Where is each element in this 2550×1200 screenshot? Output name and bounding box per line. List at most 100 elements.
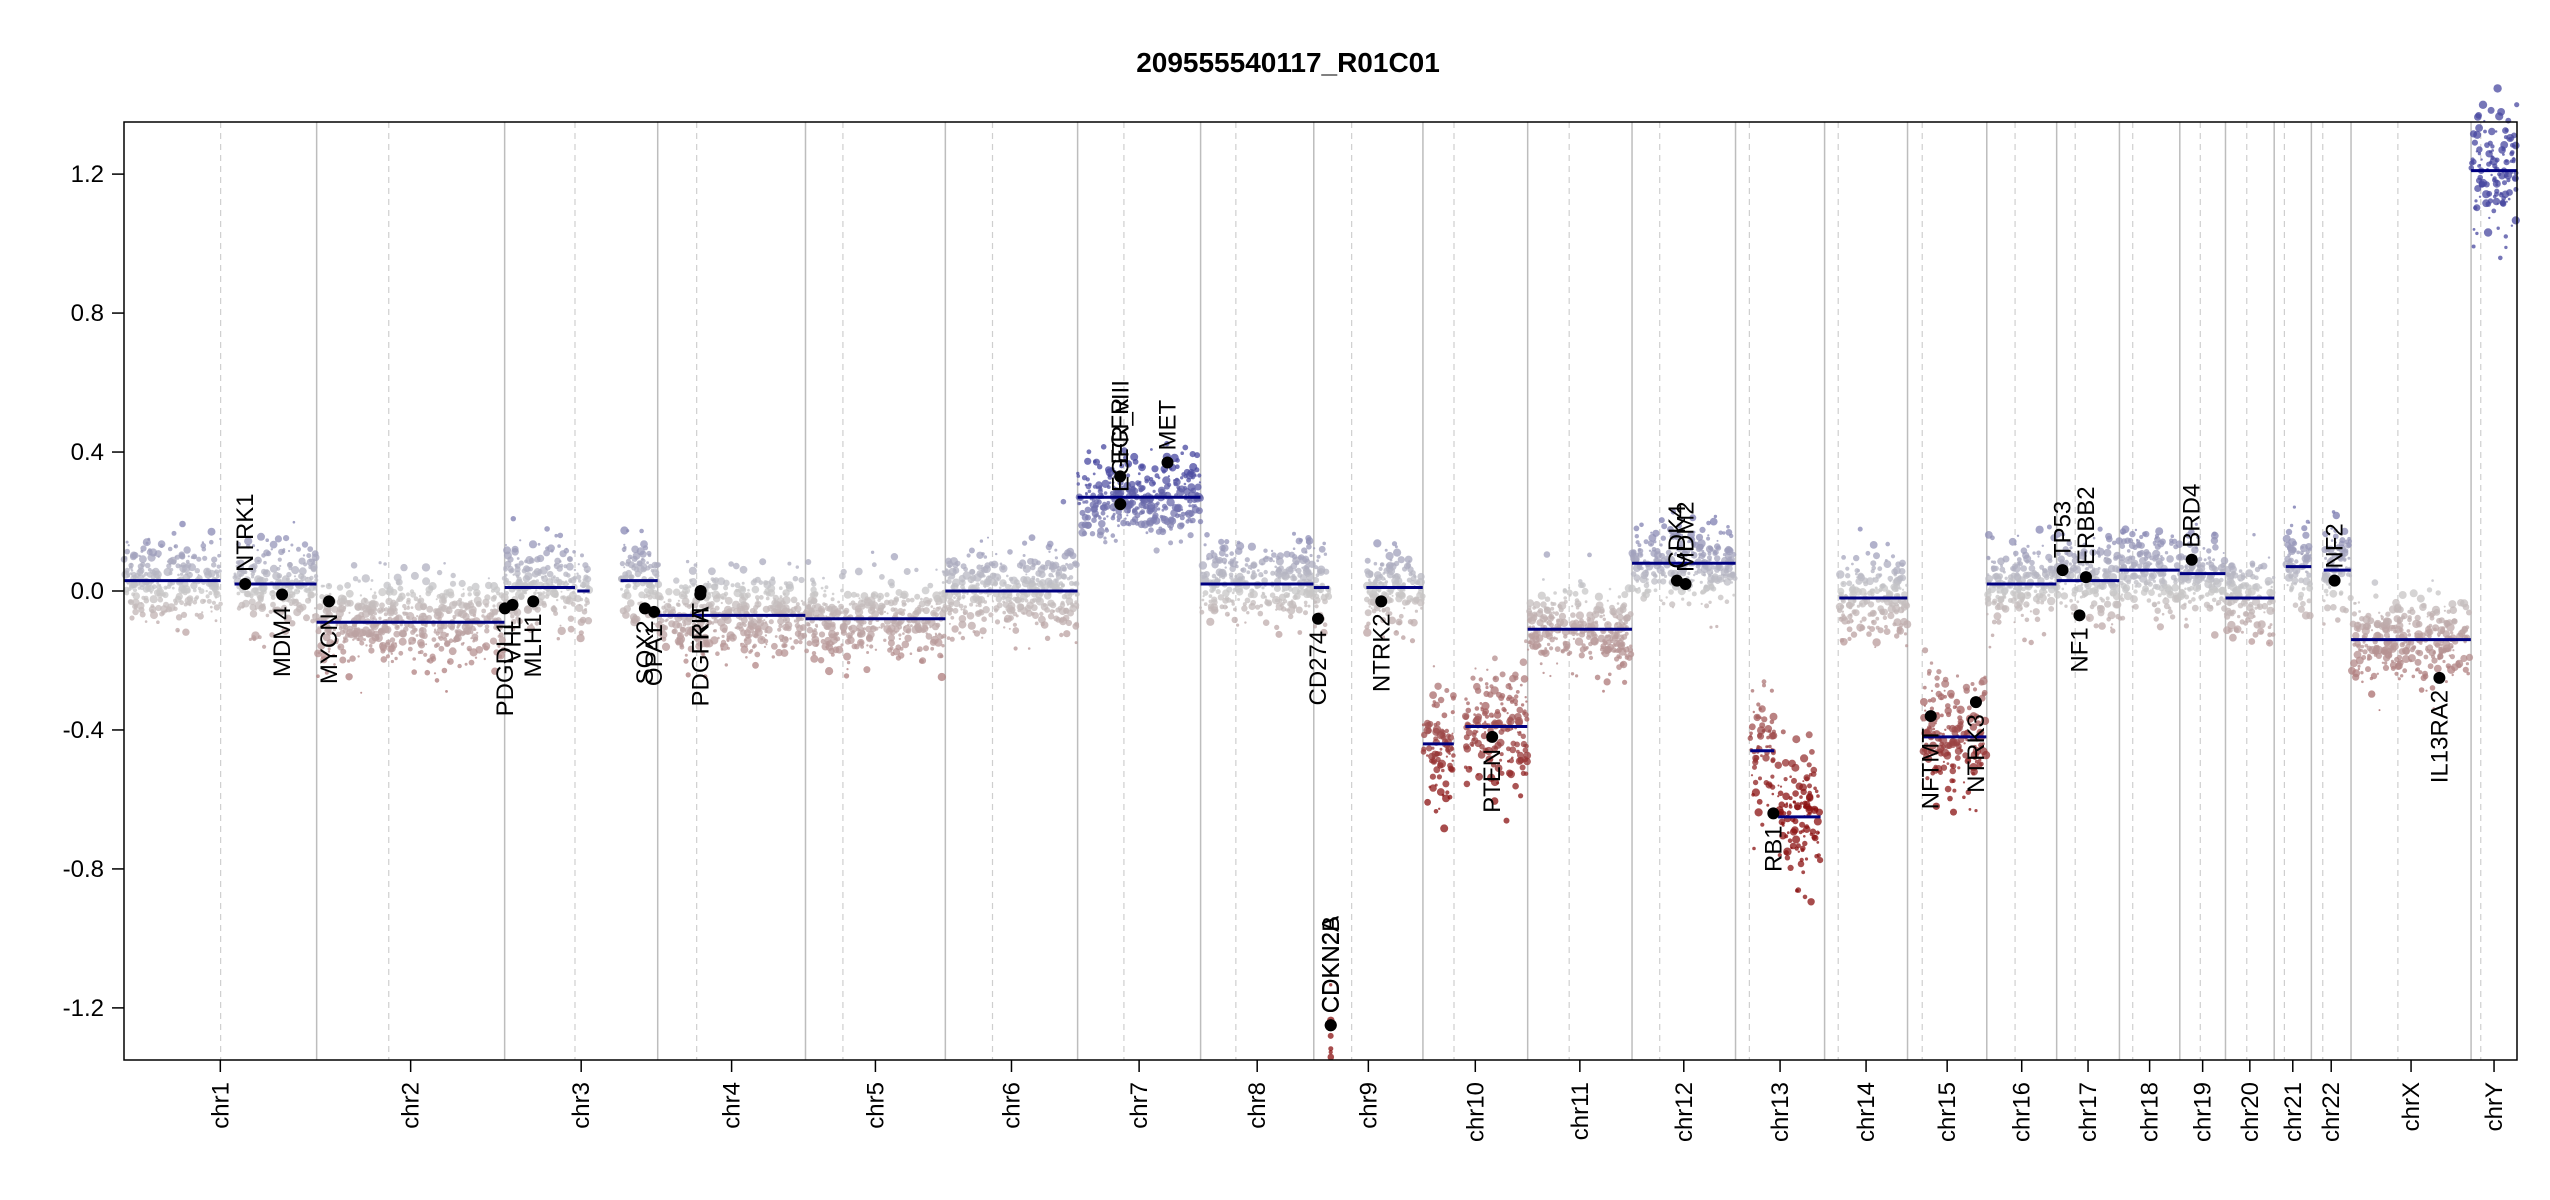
probe-point [1874,588,1880,595]
probe-point [357,655,360,658]
probe-point [435,631,440,636]
probe-point [155,604,162,612]
probe-point [360,691,363,694]
probe-point [1381,607,1387,613]
probe-point [945,591,954,600]
probe-point [467,592,472,597]
probe-point [1945,703,1951,709]
probe-point [1180,451,1184,456]
probe-point [724,663,728,667]
probe-point [1451,753,1456,758]
probe-point [1789,775,1792,778]
probe-point [150,574,156,580]
probe-point [1402,588,1406,592]
probe-point [473,589,481,597]
probe-point [1121,447,1128,454]
probe-point [877,607,884,615]
probe-point [265,538,270,542]
probe-point [677,599,681,602]
probe-point [278,548,285,556]
probe-point [1493,711,1502,719]
probe-point [1065,619,1072,627]
probe-point [352,617,355,620]
probe-point [1630,571,1637,577]
probe-point [248,598,256,606]
probe-point [1477,751,1486,759]
probe-point [739,565,748,574]
probe-point [1445,790,1450,795]
probe-point [642,545,649,551]
probe-point [898,652,905,659]
probe-point [1950,808,1957,816]
probe-point [2013,621,2016,624]
probe-point [1965,714,1975,723]
probe-point [1155,528,1162,535]
probe-point [126,582,129,585]
probe-point [460,593,465,598]
probe-point [832,646,840,654]
probe-point [584,617,593,625]
probe-point [815,643,819,647]
probe-point [1553,591,1557,595]
probe-point [524,591,528,595]
probe-point [1188,504,1192,508]
probe-point [1124,460,1133,468]
probe-point [1198,509,1201,512]
probe-point [1901,588,1905,591]
probe-point [1770,757,1776,763]
probe-point [383,562,387,566]
probe-point [375,618,378,621]
probe-point [491,667,499,675]
probe-point [1962,683,1970,691]
probe-point [484,594,491,601]
probe-point [643,588,649,594]
probe-point [1175,458,1180,463]
probe-point [744,638,747,642]
probe-point [754,651,761,658]
probe-point [904,634,912,642]
probe-point [335,609,344,618]
probe-point [848,602,852,606]
probe-point [1568,586,1571,590]
probe-point [1103,491,1108,495]
probe-point [167,603,176,612]
probe-point [806,626,814,634]
probe-point [917,646,923,652]
probe-point [462,588,465,591]
probe-point [1981,750,1991,760]
probe-point [290,587,293,590]
probe-point [2032,551,2036,555]
probe-point [1726,525,1730,529]
probe-point [1931,766,1940,774]
probe-point [1012,627,1020,634]
probe-point [1137,472,1141,476]
probe-point [1404,555,1413,564]
probe-point [468,659,475,666]
probe-point [976,551,984,559]
probe-point [285,577,289,581]
probe-point [1856,604,1860,608]
probe-point [1198,481,1201,484]
probe-point [1218,538,1225,545]
probe-point [1182,444,1189,451]
probe-point [1861,616,1867,622]
probe-point [209,605,213,609]
probe-point [1645,573,1649,577]
probe-point [752,643,757,648]
probe-point [1384,606,1391,613]
probe-point [951,625,959,633]
probe-point [326,639,335,648]
probe-point [1523,743,1527,748]
probe-point [942,591,947,596]
probe-point [156,620,160,624]
probe-point [211,588,215,592]
probe-point [1420,593,1426,599]
probe-point [1447,734,1455,741]
probe-point [727,646,730,650]
probe-point [1575,632,1579,636]
probe-point [210,610,213,613]
probe-point [1208,594,1213,598]
probe-point [1562,588,1567,593]
probe-point [1212,558,1218,564]
probe-point [1867,590,1873,596]
